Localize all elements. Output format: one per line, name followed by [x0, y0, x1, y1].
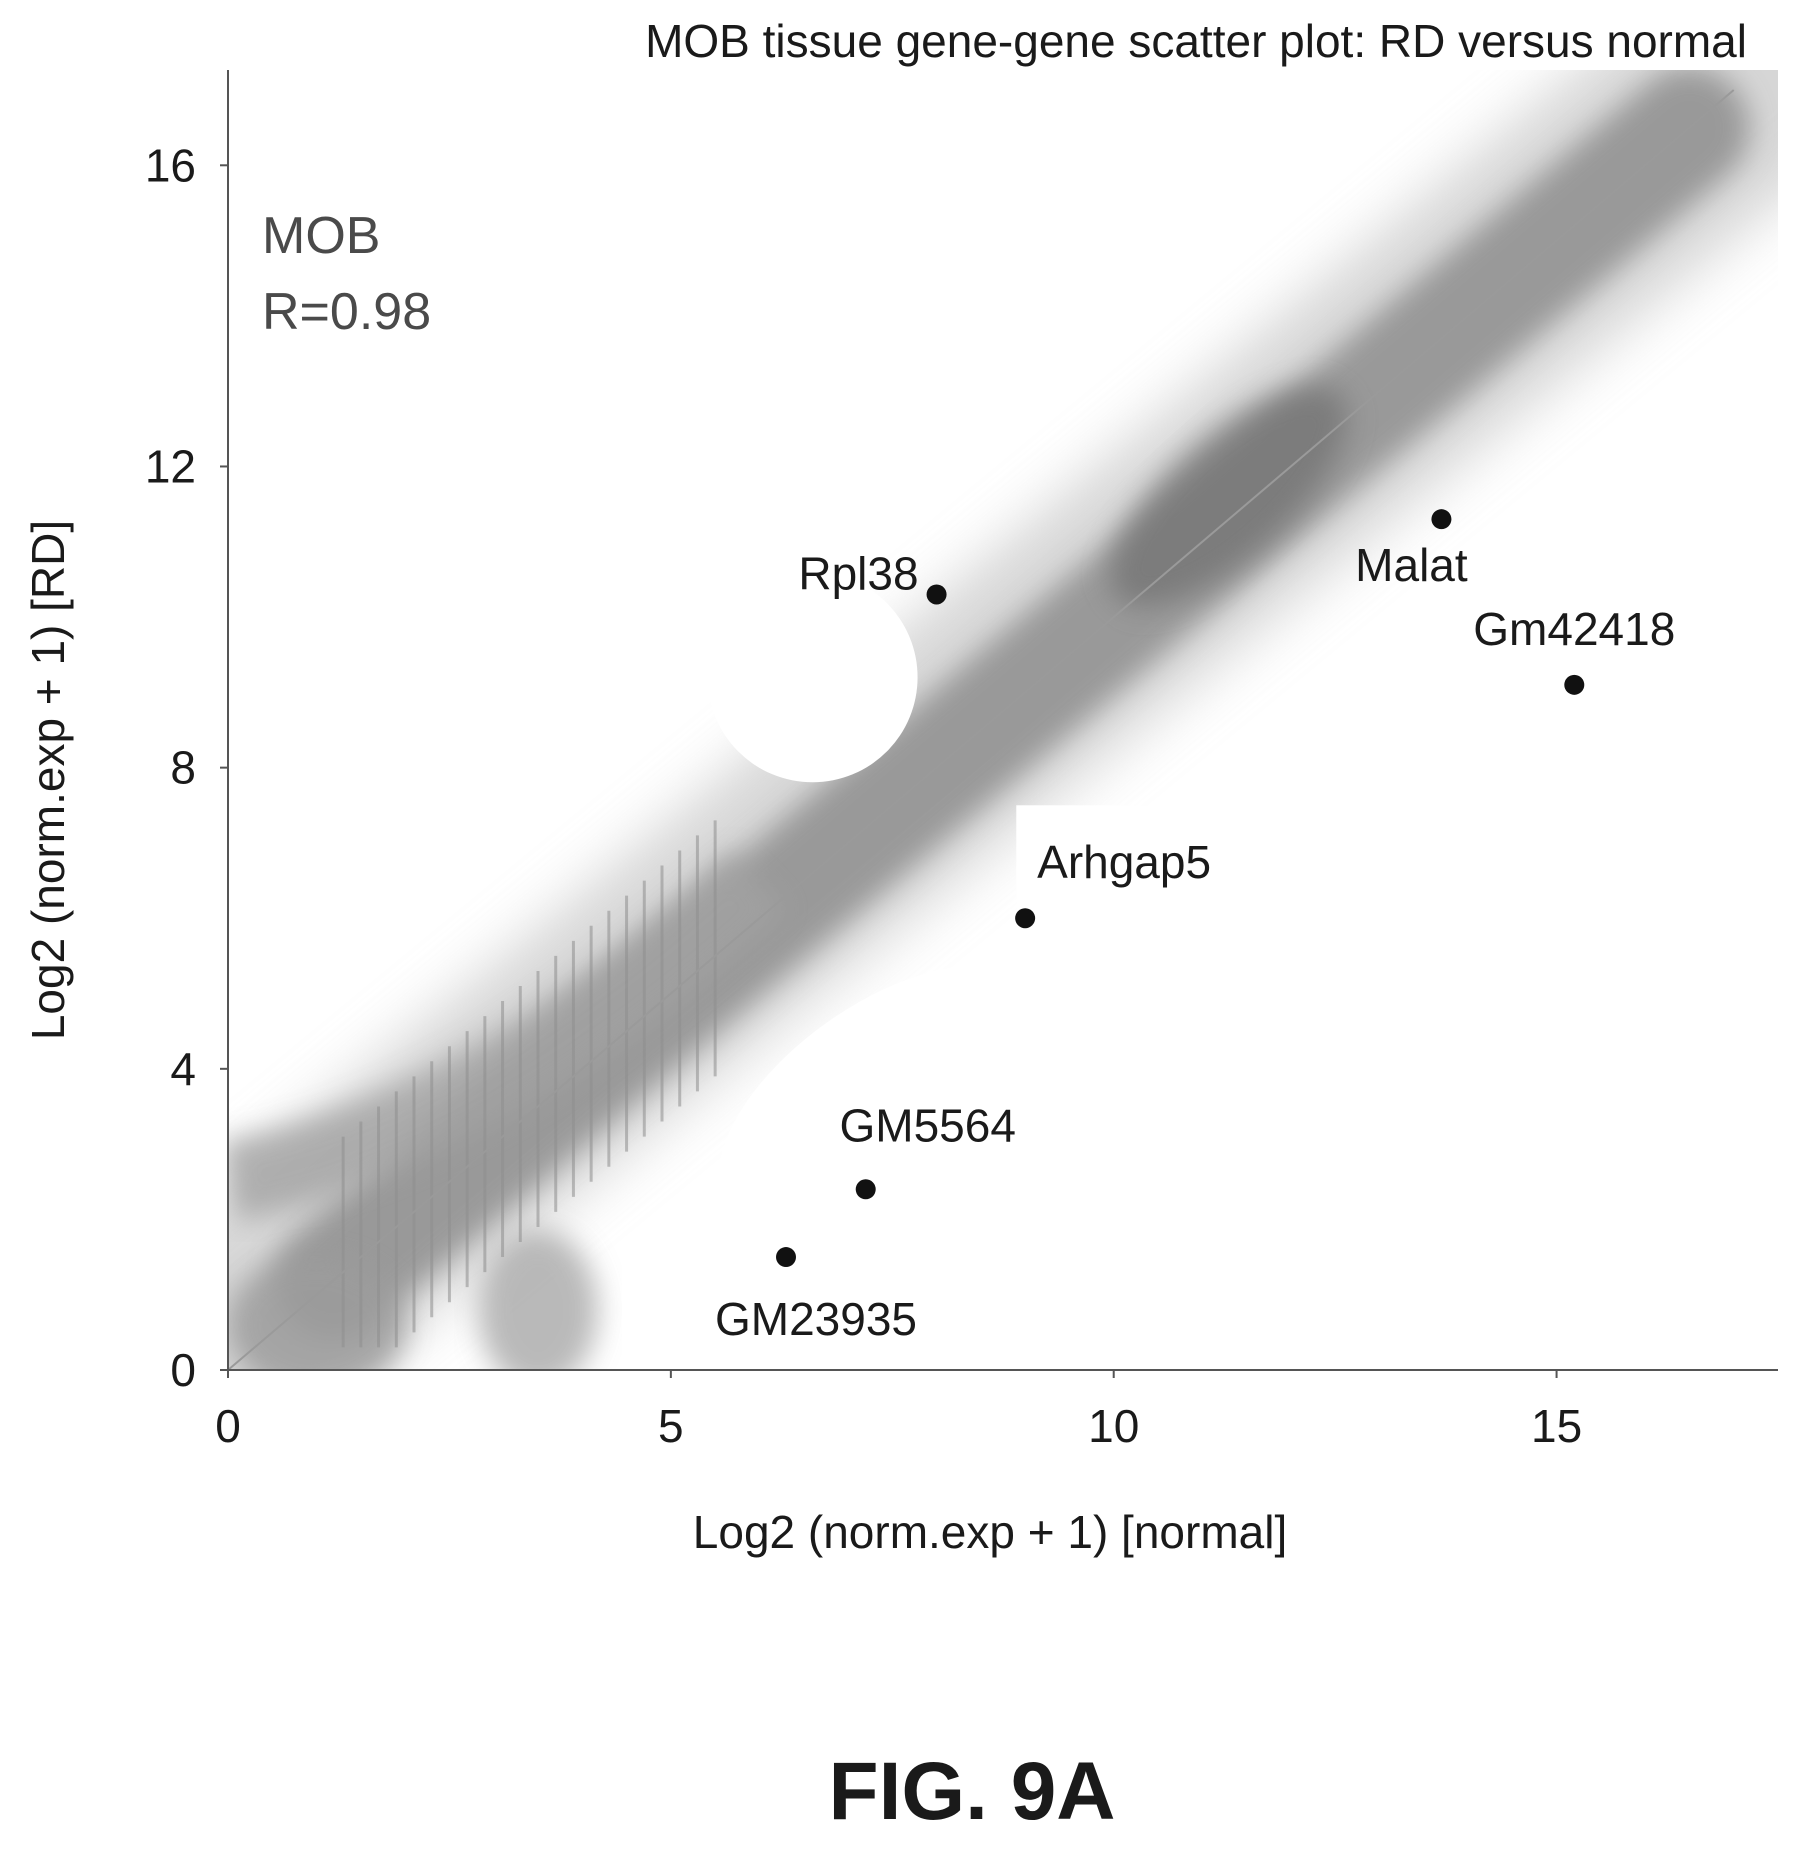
cloud-cutout — [1016, 805, 1628, 1032]
cloud-cutout — [707, 572, 918, 783]
gene-label-gm42418: Gm42418 — [1473, 603, 1675, 655]
chart-title: MOB tissue gene-gene scatter plot: RD ve… — [645, 15, 1747, 67]
gene-point-rpl38 — [926, 584, 947, 605]
gene-label-gm5564: GM5564 — [839, 1099, 1015, 1151]
gene-point-malat — [1431, 509, 1452, 530]
gene-point-gm5564 — [855, 1179, 876, 1200]
y-tick-label: 12 — [145, 440, 196, 492]
figure-label: FIG. 9A — [828, 1746, 1116, 1837]
cloud-cutout — [718, 965, 1049, 1233]
gene-label-malat: Malat — [1355, 539, 1468, 591]
diagonal-reference-line — [227, 89, 1735, 1371]
x-tick-label: 0 — [215, 1400, 241, 1452]
gene-label-gm23935: GM23935 — [715, 1293, 917, 1345]
y-tick-label: 4 — [170, 1043, 196, 1095]
axes: 0 5 10 15 0 4 8 12 16 — [145, 70, 1778, 1452]
cloud-core — [1110, 386, 1348, 607]
cloud-upper-arm — [228, 851, 787, 1221]
gene-point-arhgap5 — [1015, 908, 1036, 929]
y-tick-label: 16 — [145, 139, 196, 191]
correlation-annotation: R=0.98 — [262, 283, 432, 341]
tissue-annotation: MOB — [262, 207, 381, 265]
x-tick-label: 5 — [658, 1400, 684, 1452]
gene-point-gm23935 — [776, 1247, 796, 1268]
gene-point-gm42418 — [1564, 674, 1585, 695]
gene-cloud — [228, 70, 1778, 1370]
y-tick-label: 8 — [170, 742, 196, 794]
diagonal-line — [227, 89, 1735, 1371]
x-tick-label: 10 — [1088, 1400, 1139, 1452]
x-axis-label: Log2 (norm.exp + 1) [normal] — [692, 1506, 1288, 1558]
gene-label-rpl38: Rpl38 — [798, 547, 918, 599]
x-tick-label: 15 — [1531, 1400, 1582, 1452]
y-axis-label: Log2 (norm.exp + 1) [RD] — [22, 519, 74, 1041]
cloud-lobe — [478, 1229, 598, 1370]
gene-label-arhgap5: Arhgap5 — [1037, 836, 1211, 888]
y-tick-label: 0 — [170, 1344, 196, 1396]
